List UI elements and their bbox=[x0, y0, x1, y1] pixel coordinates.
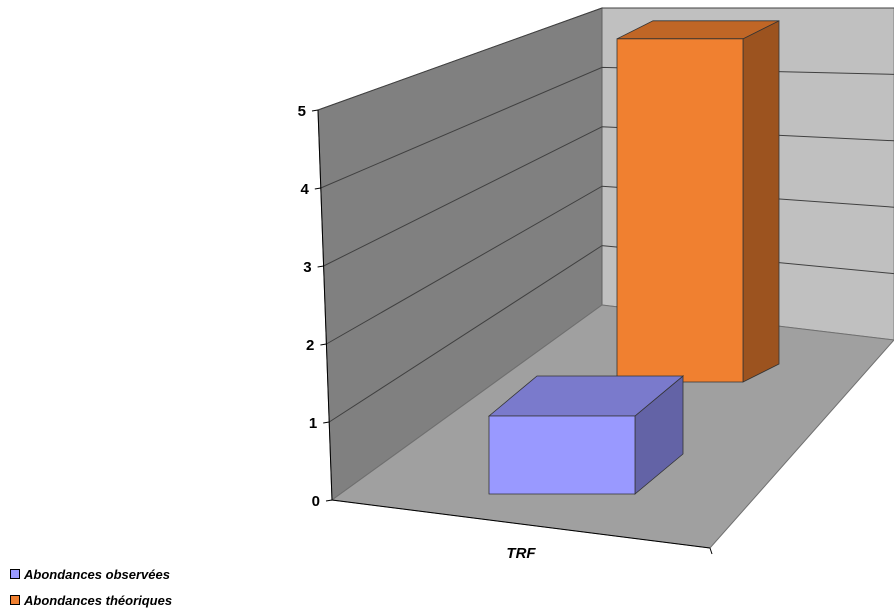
legend: Abondances observées Abondances théoriqu… bbox=[10, 564, 172, 616]
bar-front bbox=[616, 38, 744, 383]
legend-swatch-observed bbox=[10, 569, 20, 579]
legend-item-theoretical: Abondances théoriques bbox=[10, 590, 172, 610]
legend-label-theoretical: Abondances théoriques bbox=[24, 592, 173, 608]
y-tick-label: 0 bbox=[312, 493, 320, 510]
y-tick-label: 3 bbox=[303, 259, 311, 276]
y-tick-label: 5 bbox=[298, 103, 306, 120]
gridline bbox=[317, 7, 894, 111]
gridline bbox=[328, 245, 894, 423]
bar-front bbox=[488, 415, 636, 495]
y-tick-label: 4 bbox=[300, 181, 309, 198]
gridline bbox=[323, 126, 894, 267]
gridlines bbox=[317, 7, 894, 423]
legend-swatch-theoretical bbox=[10, 595, 20, 605]
y-axis-line bbox=[317, 109, 333, 501]
legend-item-observed: Abondances observées bbox=[10, 564, 172, 584]
gridline bbox=[326, 185, 894, 345]
category-label-trf: TRF bbox=[506, 545, 536, 562]
y-ticks: 0 1 2 3 4 5 bbox=[298, 103, 333, 510]
legend-label-observed: Abondances observées bbox=[24, 566, 170, 582]
bars bbox=[487, 20, 780, 495]
gridline bbox=[320, 66, 894, 189]
y-tick-mark bbox=[325, 499, 333, 502]
y-tick-label: 2 bbox=[306, 337, 314, 354]
y-tick-mark bbox=[311, 109, 319, 112]
y-tick-label: 1 bbox=[309, 415, 317, 432]
bar-side bbox=[742, 20, 780, 383]
y-tick-mark bbox=[314, 187, 321, 190]
y-tick-mark bbox=[320, 343, 327, 346]
y-tick-mark bbox=[317, 265, 324, 268]
x-axis-line bbox=[331, 499, 711, 549]
bar-theoretical bbox=[616, 20, 780, 383]
bar-observed bbox=[487, 375, 685, 495]
y-tick-mark bbox=[323, 421, 330, 424]
x-axis-end-tick bbox=[709, 547, 713, 555]
